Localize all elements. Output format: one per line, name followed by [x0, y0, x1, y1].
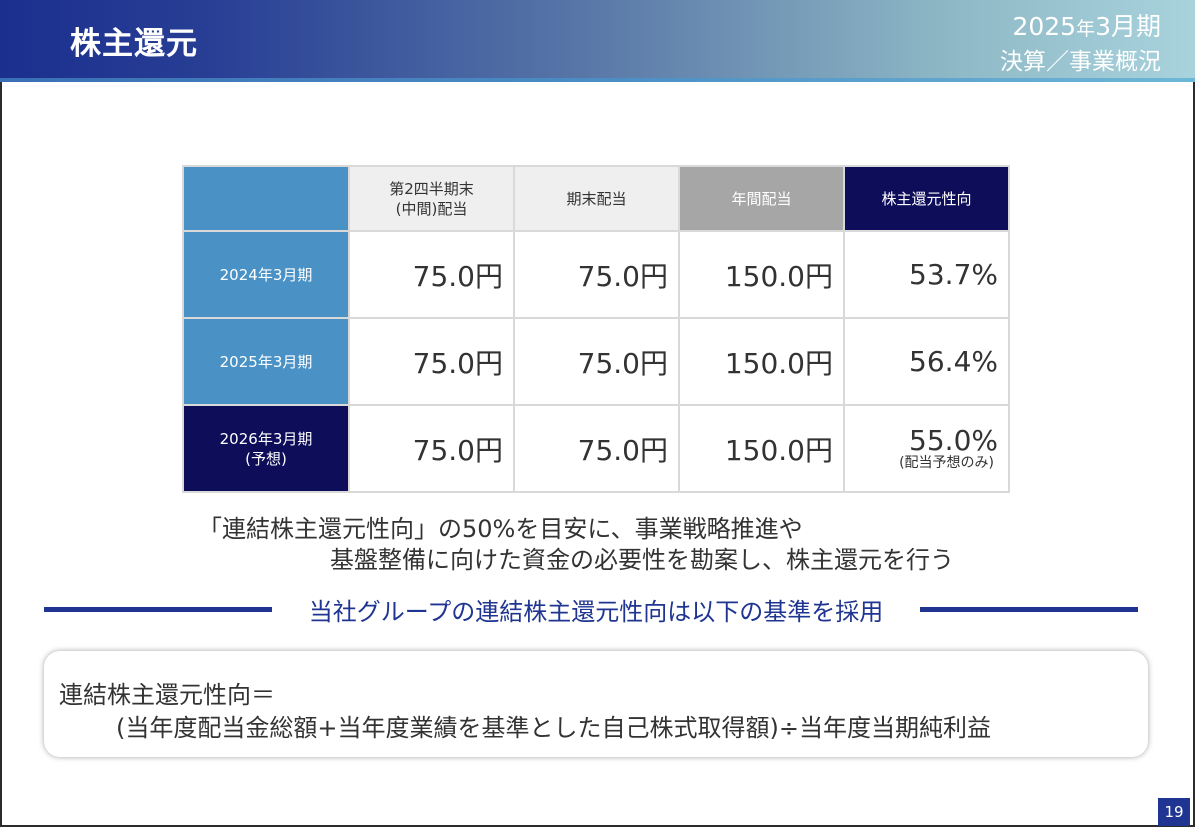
- col-header-payout: 株主還元性向: [843, 165, 1010, 232]
- period-month: 3月期: [1095, 12, 1161, 41]
- period-year-suffix: 年: [1076, 18, 1096, 40]
- table-row: 2024年3月期 75.0円 75.0円 150.0円 53.7%: [182, 230, 1010, 319]
- table-corner-cell: [182, 165, 350, 232]
- payout-note: (配当予想のみ): [899, 454, 994, 471]
- table-row: 2025年3月期 75.0円 75.0円 150.0円 56.4%: [182, 317, 1010, 406]
- col-header-annual: 年間配当: [678, 165, 845, 232]
- cell-payout: 55.0% (配当予想のみ): [843, 404, 1010, 493]
- row-label: 2025年3月期: [182, 317, 350, 406]
- cell-payout: 56.4%: [843, 317, 1010, 406]
- cell-year-end: 75.0円: [513, 317, 680, 406]
- row-label: 2026年3月期 (予想): [182, 404, 350, 493]
- col-header-year-end: 期末配当: [513, 165, 680, 232]
- table-header-row: 第2四半期末 (中間)配当 期末配当 年間配当 株主還元性向: [182, 165, 1010, 232]
- cell-interim: 75.0円: [348, 404, 515, 493]
- header-underline: [0, 78, 1195, 82]
- cell-interim: 75.0円: [348, 317, 515, 406]
- slide-title: 株主還元: [70, 26, 198, 62]
- cell-year-end: 75.0円: [513, 230, 680, 319]
- formula-line-2: (当年度配当金総額+当年度業績を基準とした自己株式取得額)÷当年度当期純利益: [116, 714, 991, 742]
- row-label: 2024年3月期: [182, 230, 350, 319]
- table-row: 2026年3月期 (予想) 75.0円 75.0円 150.0円 55.0% (…: [182, 404, 1010, 493]
- dividend-table: 第2四半期末 (中間)配当 期末配当 年間配当 株主還元性向 2024年3月期 …: [182, 165, 1010, 493]
- cell-annual: 150.0円: [678, 317, 845, 406]
- page-number: 19: [1158, 798, 1190, 826]
- cell-year-end: 75.0円: [513, 404, 680, 493]
- subtitle-rule-right: [920, 607, 1138, 612]
- period-subtitle: 決算／事業概況: [1000, 49, 1161, 75]
- col-header-interim: 第2四半期末 (中間)配当: [348, 165, 515, 232]
- cell-annual: 150.0円: [678, 230, 845, 319]
- period-year: 2025: [1012, 12, 1077, 41]
- cell-interim: 75.0円: [348, 230, 515, 319]
- policy-line-2: 基盤整備に向けた資金の必要性を勘案し、株主還元を行う: [330, 546, 954, 574]
- subtitle-rule-left: [44, 607, 272, 612]
- cell-payout: 53.7%: [843, 230, 1010, 319]
- slide-header: 株主還元 2025年3月期 決算／事業概況: [0, 0, 1195, 78]
- policy-line-1: 「連結株主還元性向」の50%を目安に、事業戦略推進や: [198, 515, 803, 543]
- section-subtitle: 当社グループの連結株主還元性向は以下の基準を採用: [308, 598, 884, 626]
- formula-line-1: 連結株主還元性向＝: [59, 681, 275, 709]
- formula-box: 連結株主還元性向＝ (当年度配当金総額+当年度業績を基準とした自己株式取得額)÷…: [44, 651, 1148, 757]
- period-label: 2025年3月期 決算／事業概況: [1000, 10, 1161, 79]
- cell-annual: 150.0円: [678, 404, 845, 493]
